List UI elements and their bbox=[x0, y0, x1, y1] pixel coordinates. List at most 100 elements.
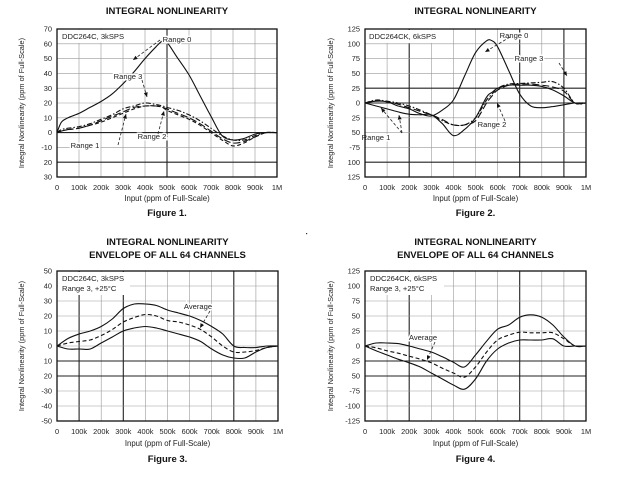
series-line-average bbox=[56, 313, 279, 354]
series-line-average bbox=[364, 331, 587, 378]
y-tick-label: 60 bbox=[44, 39, 52, 48]
chart-figure-4: INTEGRAL NONLINEARITY ENVELOPE OF ALL 64 … bbox=[326, 237, 591, 465]
series-line-range-1 bbox=[364, 84, 587, 137]
x-tick-label: 700k bbox=[204, 427, 220, 436]
y-tick-label: -50 bbox=[41, 417, 52, 426]
y-tick-label: 50 bbox=[352, 312, 360, 321]
x-tick-label: 800k bbox=[226, 427, 242, 436]
chart-figure-3: INTEGRAL NONLINEARITY ENVELOPE OF ALL 64 … bbox=[17, 237, 283, 465]
annotation-3-leader bbox=[380, 107, 403, 134]
x-tick-label: 200k bbox=[93, 427, 109, 436]
series-line-min bbox=[364, 337, 586, 390]
x-tick-label: 1M bbox=[272, 183, 282, 192]
y-tick-label: 0 bbox=[356, 342, 360, 351]
plot-frame bbox=[56, 270, 279, 422]
annotation-1-leader bbox=[141, 79, 148, 98]
annotation-2-arrowhead bbox=[160, 111, 165, 116]
y-tick-label: 10 bbox=[44, 327, 52, 336]
x-tick-label: 600k bbox=[490, 427, 506, 436]
x-tick-label: 900k bbox=[248, 427, 264, 436]
x-tick-label: 600k bbox=[490, 183, 506, 192]
chart-title: INTEGRAL NONLINEARITY bbox=[414, 237, 537, 248]
y-tick-label: 20 bbox=[44, 158, 52, 167]
x-tick-label: 600k bbox=[182, 427, 198, 436]
x-tick-label: 0 bbox=[363, 183, 367, 192]
y-tick-label: 20 bbox=[44, 372, 52, 381]
series-line-range-2 bbox=[56, 105, 278, 144]
series-line-max bbox=[364, 314, 587, 368]
annotation-0-arrowhead bbox=[133, 55, 138, 60]
y-axis-label: Integral Nonlinearity (ppm of Full-Scale… bbox=[326, 38, 335, 168]
y-axis-label: Integral Nonlinearity (ppm of Full-Scale… bbox=[326, 281, 335, 411]
series-annotation-label: Range 1 bbox=[362, 133, 391, 142]
plot-frame bbox=[56, 28, 278, 178]
annotation-1-arrowhead bbox=[143, 92, 148, 97]
x-tick-label: 500k bbox=[159, 427, 175, 436]
x-tick-label: 400k bbox=[137, 427, 153, 436]
annotation-2-arrowhead bbox=[497, 103, 501, 108]
stray-mark bbox=[306, 233, 308, 235]
x-tick-label: 500k bbox=[159, 183, 175, 192]
x-tick-label: 800k bbox=[534, 183, 550, 192]
y-tick-label: 30 bbox=[44, 84, 52, 93]
x-tick-label: 700k bbox=[512, 427, 528, 436]
chart-title: INTEGRAL NONLINEARITY bbox=[106, 6, 229, 17]
condition-note: DDC264CK, 6kSPS bbox=[369, 32, 436, 41]
y-tick-label: 75 bbox=[352, 297, 360, 306]
x-tick-label: 700k bbox=[512, 183, 528, 192]
y-tick-label: -10 bbox=[41, 143, 52, 152]
series-line-range-3 bbox=[364, 80, 587, 127]
chart-figure-2: INTEGRAL NONLINEARITY DDC264CK, 6kSPS Rang… bbox=[326, 6, 591, 219]
y-tick-label: -100 bbox=[345, 402, 360, 411]
condition-note: Range 3, +25°C bbox=[370, 284, 425, 293]
x-tick-label: 200k bbox=[401, 427, 417, 436]
x-tick-label: 900k bbox=[247, 183, 263, 192]
y-tick-label: 30 bbox=[44, 297, 52, 306]
annotation-1-arrowhead bbox=[562, 71, 567, 76]
y-tick-label: 50 bbox=[352, 128, 360, 137]
x-tick-label: 0 bbox=[363, 427, 367, 436]
annotation-3-leader bbox=[117, 113, 127, 146]
condition-note-background bbox=[58, 272, 130, 295]
x-tick-label: 900k bbox=[556, 427, 572, 436]
series-annotation-label: Range 2 bbox=[138, 132, 167, 141]
y-tick-label: -40 bbox=[41, 402, 52, 411]
condition-note-background bbox=[58, 30, 128, 43]
y-tick-label: 10 bbox=[44, 357, 52, 366]
x-tick-label: 300k bbox=[115, 183, 131, 192]
series-line-min bbox=[56, 325, 279, 360]
y-tick-label: 25 bbox=[352, 327, 360, 336]
series-line-max bbox=[56, 303, 279, 349]
y-tick-label: 50 bbox=[44, 267, 52, 276]
x-tick-label: 100k bbox=[71, 183, 87, 192]
y-axis-label: Integral Nonlinearity (ppm of Full-Scale… bbox=[17, 38, 26, 168]
x-tick-label: 300k bbox=[423, 183, 439, 192]
chart-title: INTEGRAL NONLINEARITY bbox=[414, 6, 537, 17]
y-tick-label: 20 bbox=[44, 99, 52, 108]
y-tick-label: 25 bbox=[352, 84, 360, 93]
y-tick-label: 50 bbox=[352, 69, 360, 78]
y-tick-label: 10 bbox=[44, 113, 52, 122]
condition-note-background bbox=[366, 272, 444, 295]
x-tick-label: 100k bbox=[379, 427, 395, 436]
annotation-0-leader bbox=[132, 39, 161, 61]
y-tick-label: 125 bbox=[348, 25, 360, 34]
y-tick-label: 30 bbox=[44, 173, 52, 182]
y-tick-label: 25 bbox=[352, 113, 360, 122]
annotation-0-arrowhead bbox=[485, 47, 490, 52]
y-tick-label: 100 bbox=[348, 158, 360, 167]
y-tick-label: -75 bbox=[349, 143, 360, 152]
figure-caption: Figure 4. bbox=[456, 454, 496, 465]
series-annotation-label: Range 0 bbox=[500, 31, 529, 40]
y-tick-label: 50 bbox=[44, 54, 52, 63]
series-annotation-label: Range 3 bbox=[515, 54, 544, 63]
x-axis-label: Input (ppm of Full-Scale) bbox=[124, 194, 210, 203]
x-tick-label: 0 bbox=[55, 427, 59, 436]
chart-title: ENVELOPE OF ALL 64 CHANNELS bbox=[89, 250, 246, 261]
x-tick-label: 1M bbox=[581, 183, 591, 192]
figure-caption: Figure 2. bbox=[456, 208, 496, 219]
x-tick-label: 900k bbox=[556, 183, 572, 192]
x-tick-label: 600k bbox=[181, 183, 197, 192]
y-tick-label: -75 bbox=[349, 387, 360, 396]
